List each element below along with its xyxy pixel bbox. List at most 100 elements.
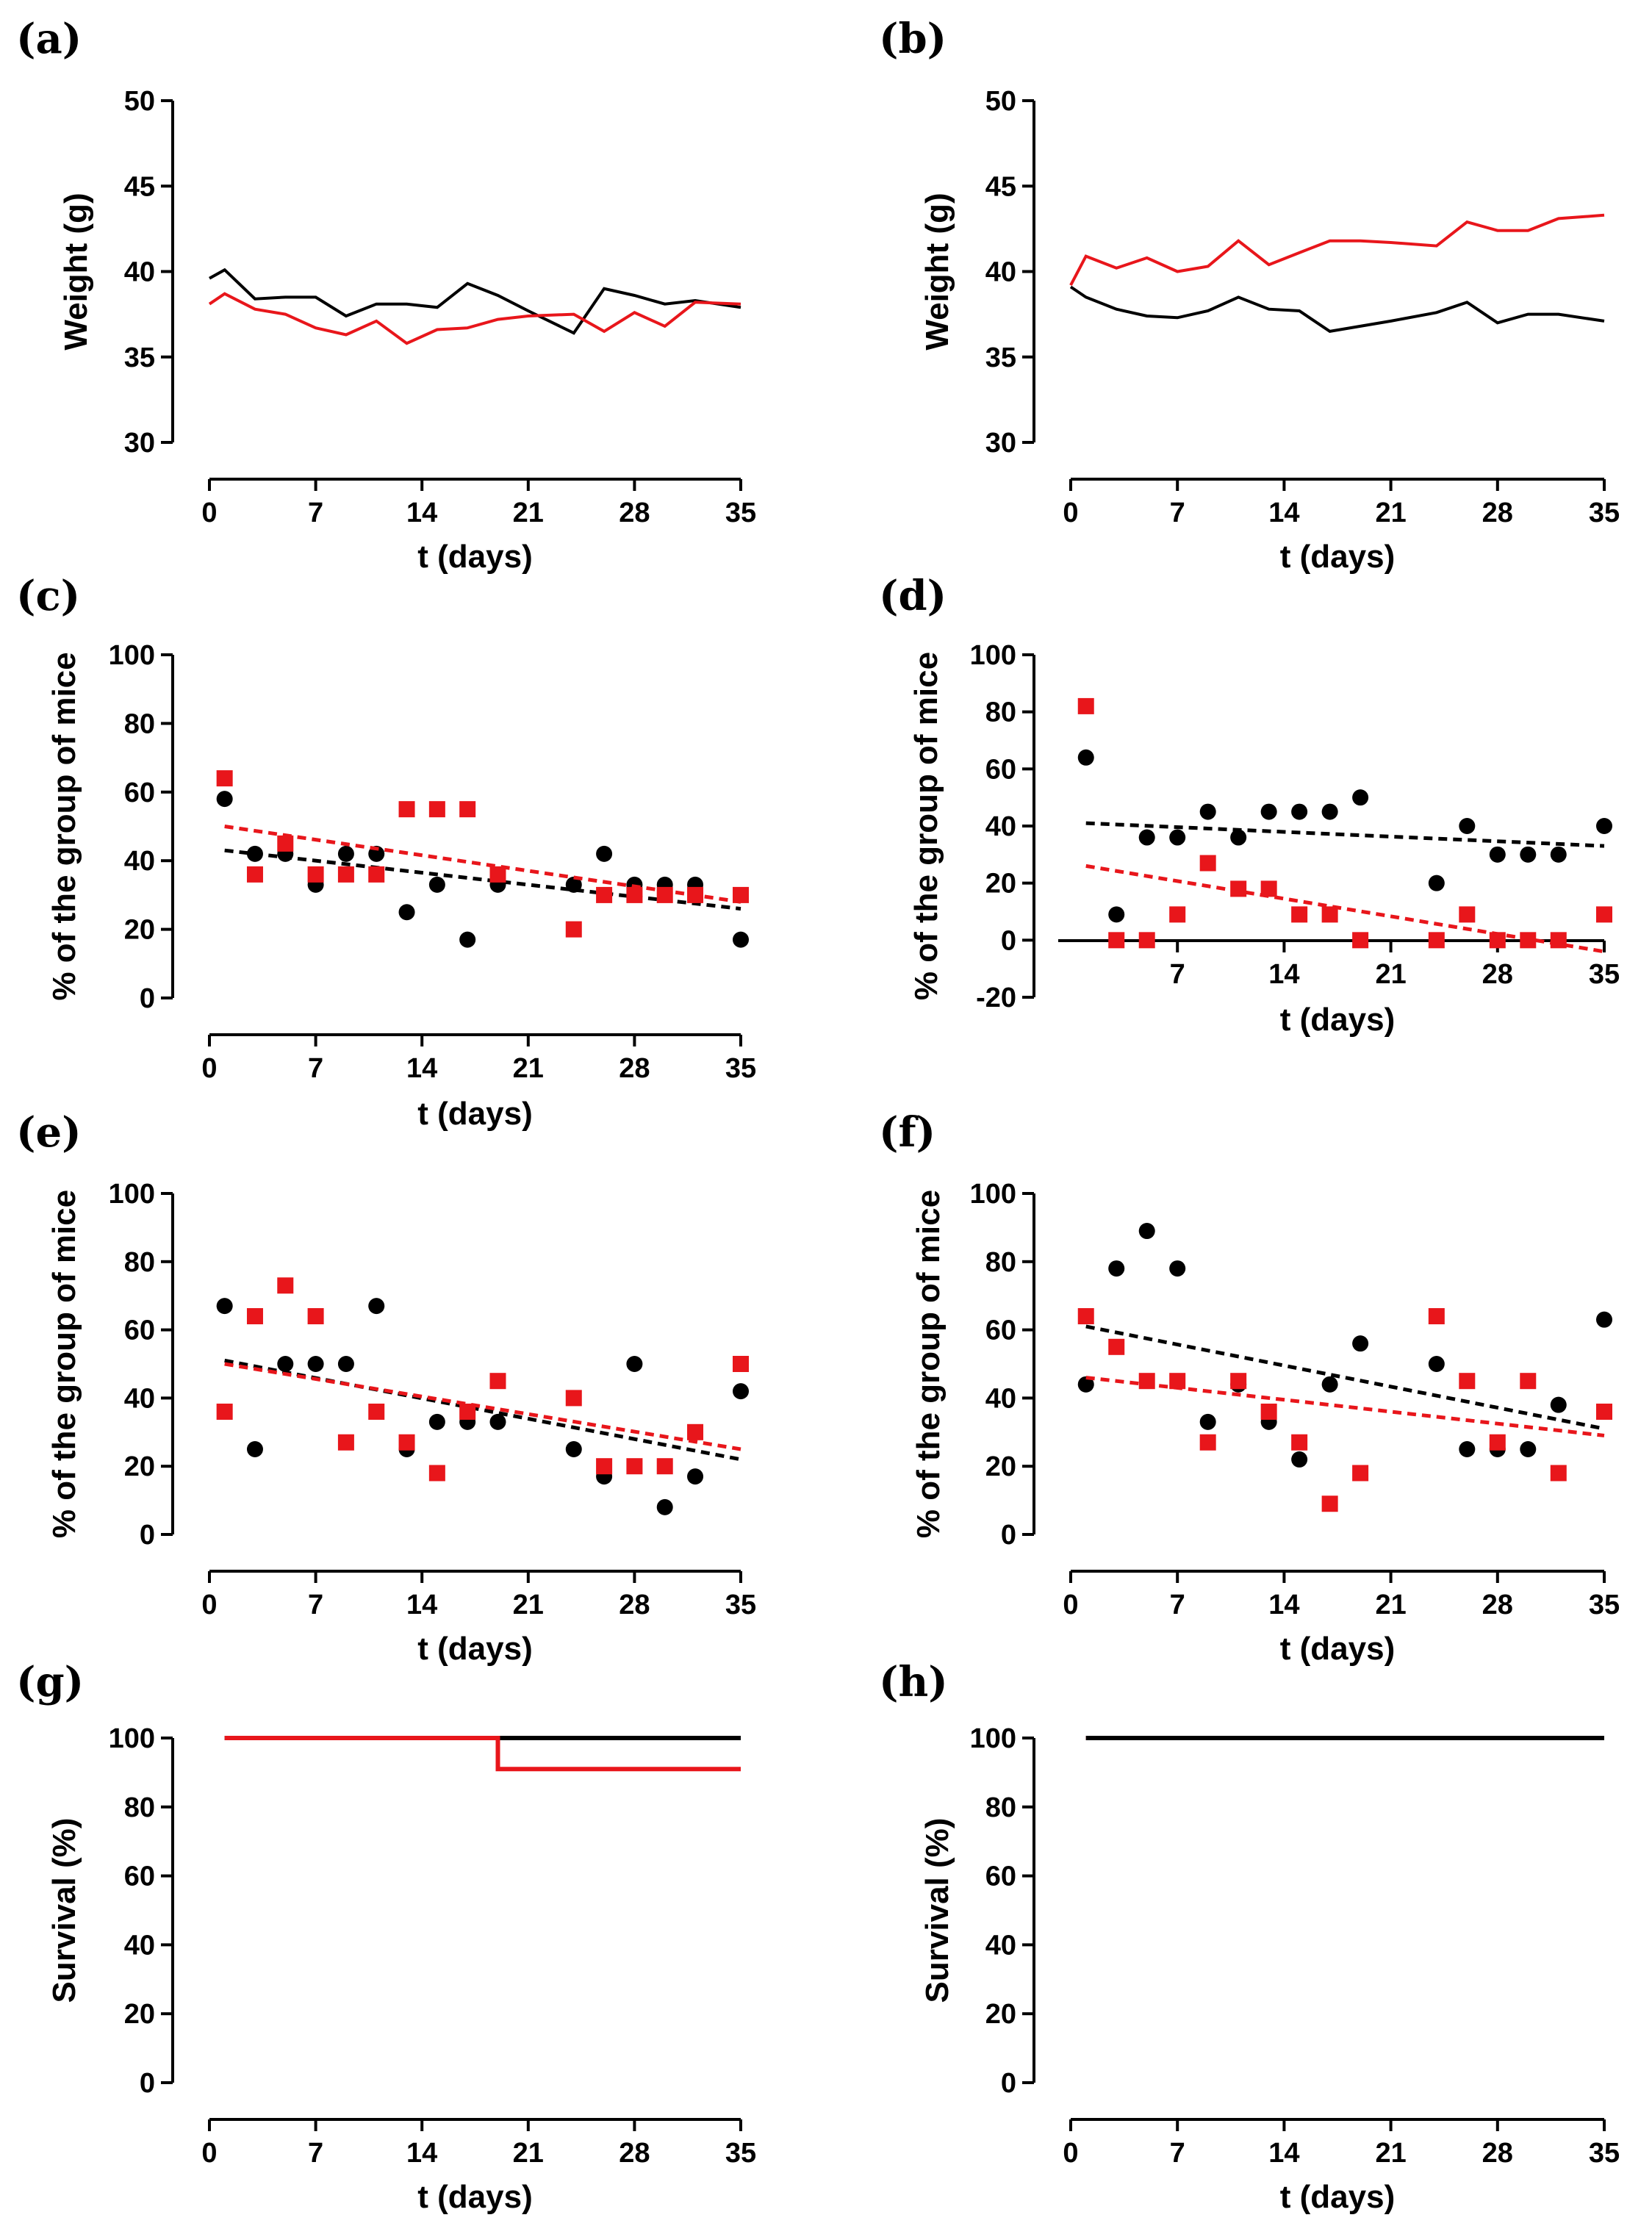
panel-b-y-title: Weight (g) <box>919 193 955 350</box>
panel-f-series-red-point <box>1321 1495 1338 1512</box>
panel-f-series-red-point <box>1260 1403 1277 1420</box>
panel-e-series-red-point <box>246 1308 263 1325</box>
panel-g-x-tick-label: 7 <box>308 2138 323 2169</box>
panel-c: (c) 0 20 40 60 80 100 0 7 14 21 28 35 t (days) % of th… <box>16 572 756 1132</box>
panel-b-x-title: t (days) <box>1280 539 1395 575</box>
panel-d-x-tick-label: 21 <box>1375 959 1406 990</box>
panel-d-series-red-point <box>1169 906 1186 923</box>
panel-h-y-tick-label: 40 <box>985 1930 1016 1961</box>
panel-e-series-black-point <box>489 1413 506 1430</box>
panel-c-x-tick-label: 28 <box>619 1053 650 1084</box>
panel-a-series-red-line <box>208 292 741 345</box>
panel-e-series-black-point <box>565 1441 582 1457</box>
panel-h-x-tick-label: 28 <box>1482 2138 1513 2169</box>
panel-d-y-tick-label: 100 <box>970 640 1016 671</box>
panel-e-series-red-point <box>687 1423 704 1440</box>
panel-f-series-black-point <box>1550 1396 1567 1413</box>
panel-g-y-tick-label: 60 <box>124 1861 155 1892</box>
panel-f-y-tick-label: 80 <box>985 1247 1016 1278</box>
panel-f-x-tick-label: 35 <box>1589 1590 1620 1620</box>
panel-f-series-red-point <box>1596 1403 1612 1420</box>
panel-d-series-red-point <box>1321 906 1338 923</box>
panel-b-x-tick-label: 7 <box>1170 498 1185 528</box>
panel-d-series-red-point <box>1459 906 1476 923</box>
panel-e-y-tick-label: 60 <box>124 1315 155 1346</box>
panel-f-x-tick-label: 7 <box>1170 1590 1185 1620</box>
panel-e-series-red-point <box>428 1465 445 1482</box>
panel-g-y-tick-label: 40 <box>124 1930 155 1961</box>
panel-b-y-tick-label: 45 <box>985 171 1016 202</box>
panel-c-series-red-point <box>428 801 445 818</box>
panel-d-y-title: % of the group of mice <box>908 652 944 1000</box>
panel-e-x-tick-label: 14 <box>406 1590 437 1620</box>
panel-a-y-tick-label: 40 <box>124 257 155 288</box>
panel-h-x-title: t (days) <box>1280 2179 1395 2215</box>
panel-c-series-red-point <box>307 866 324 883</box>
panel-a-x-tick-label: 7 <box>308 498 323 528</box>
panel-h-y-title: Survival (%) <box>919 1818 955 2003</box>
panel-f-y-tick-label: 100 <box>970 1179 1016 1210</box>
panel-e-y-tick-label: 40 <box>124 1383 155 1414</box>
panel-c-series-red-point <box>277 835 294 852</box>
panel-d-series-black-point <box>1077 749 1094 766</box>
panel-d-series-red-point <box>1596 906 1612 923</box>
panel-d-x-tick-label: 28 <box>1482 959 1513 990</box>
panel-f-series-red-point <box>1459 1373 1476 1390</box>
panel-f-series-red-point <box>1550 1465 1567 1482</box>
panel-g-y-tick-label: 100 <box>109 1723 155 1754</box>
panel-h-y-tick-label: 60 <box>985 1861 1016 1892</box>
panel-f-series-black-point <box>1321 1376 1338 1393</box>
panel-c-y-tick-label: 40 <box>124 846 155 877</box>
panel-e-x-tick-label: 28 <box>619 1590 650 1620</box>
panel-h: (h) 0 20 40 60 80 100 0 7 14 21 28 35 t (days) Surviva… <box>879 1658 1620 2215</box>
panel-c-series-red-point <box>565 921 582 938</box>
panel-d-series-black-point <box>1550 846 1567 863</box>
panel-d-series-black-point <box>1520 846 1537 863</box>
panel-e-series-red-point <box>565 1390 582 1407</box>
panel-g-x-title: t (days) <box>417 2179 532 2215</box>
panel-e-series-red-point <box>216 1403 233 1420</box>
panel-f-series-black-point <box>1428 1356 1445 1372</box>
panel-f-series-black-point <box>1108 1260 1125 1277</box>
panel-d-x-tick-label: 7 <box>1170 959 1185 990</box>
panel-f-series-red-point <box>1077 1308 1094 1325</box>
panel-d-series-black-point <box>1260 803 1277 820</box>
panel-e-series-red-point <box>596 1458 613 1475</box>
panel-e-series-red-point <box>277 1277 294 1294</box>
panel-e-y-tick-label: 20 <box>124 1451 155 1482</box>
panel-a-series-black-line <box>209 267 741 335</box>
panel-d-series-red-point <box>1260 880 1277 897</box>
panel-f-label: (f) <box>879 1108 935 1157</box>
panel-d-y-tick-label: 80 <box>985 697 1016 728</box>
panel-c-series-black-point <box>596 845 613 862</box>
panel-a-x-tick-label: 14 <box>406 498 437 528</box>
panel-a-x-tick-label: 0 <box>201 498 217 528</box>
panel-d-series-red-point <box>1291 906 1308 923</box>
panel-a-y-title: Weight (g) <box>58 193 94 350</box>
panel-g: (g) 0 20 40 60 80 100 0 7 14 21 28 35 t (days) Surviva… <box>16 1658 756 2215</box>
panel-e-series-red-point <box>337 1434 354 1451</box>
panel-e-label: (e) <box>16 1108 82 1157</box>
panel-b-x-tick-label: 28 <box>1482 498 1513 528</box>
panel-c-y-tick-label: 100 <box>109 640 155 671</box>
panel-d-y-tick-label: -20 <box>976 983 1016 1013</box>
panel-c-series-black-point <box>733 931 749 948</box>
panel-a-x-tick-label: 21 <box>513 498 544 528</box>
panel-d-series-black-point <box>1459 818 1476 834</box>
panel-d-x-tick-label: 14 <box>1268 959 1299 990</box>
panel-d-y-tick-label: 20 <box>985 869 1016 900</box>
panel-f-series-black-point <box>1138 1223 1155 1240</box>
panel-d-series-black-point <box>1321 803 1338 820</box>
panel-e-y-title: % of the group of mice <box>46 1190 82 1538</box>
panel-e-x-tick-label: 35 <box>725 1590 756 1620</box>
panel-b-x-tick-label: 21 <box>1375 498 1406 528</box>
panel-f-series-red-fit-line <box>1085 1376 1605 1437</box>
panel-d-series-black-point <box>1291 803 1308 820</box>
panel-e-series-black-point <box>626 1356 643 1372</box>
panel-g-x-tick-label: 0 <box>201 2138 217 2169</box>
panel-a-label: (a) <box>16 15 82 63</box>
panel-c-series-black-point <box>459 931 476 948</box>
panel-g-y-tick-label: 20 <box>124 1999 155 2030</box>
